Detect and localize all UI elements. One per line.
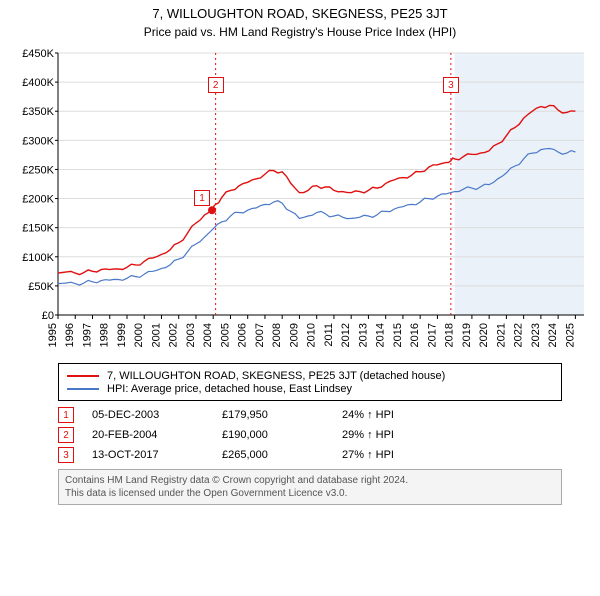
svg-text:1996: 1996 [64, 323, 76, 347]
sale-date: 20-FEB-2004 [92, 429, 222, 441]
svg-text:2000: 2000 [133, 323, 145, 347]
svg-text:2024: 2024 [547, 323, 559, 347]
sale-price: £190,000 [222, 429, 342, 441]
sales-table: 1 05-DEC-2003£179,95024% ↑ HPI 2 20-FEB-200… [58, 407, 562, 463]
page-subtitle: Price paid vs. HM Land Registry's House … [0, 25, 600, 39]
svg-text:£50K: £50K [28, 281, 54, 293]
svg-text:£350K: £350K [22, 106, 54, 118]
legend-label: HPI: Average price, detached house, East… [107, 383, 352, 395]
svg-text:2005: 2005 [219, 323, 231, 347]
sale-date: 05-DEC-2003 [92, 409, 222, 421]
svg-text:2011: 2011 [323, 323, 335, 347]
sale-row: 3 13-OCT-2017£265,00027% ↑ HPI [58, 447, 562, 463]
svg-text:2022: 2022 [513, 323, 525, 347]
legend-swatch [67, 375, 99, 377]
sale-price: £179,950 [222, 409, 342, 421]
legend: 7, WILLOUGHTON ROAD, SKEGNESS, PE25 3JT … [58, 363, 562, 401]
svg-text:2007: 2007 [254, 323, 266, 347]
sale-marker-1: 1 [194, 190, 210, 206]
svg-text:2025: 2025 [564, 323, 576, 347]
svg-text:2015: 2015 [392, 323, 404, 347]
svg-text:2014: 2014 [375, 323, 387, 347]
svg-text:2019: 2019 [461, 323, 473, 347]
svg-text:2010: 2010 [306, 323, 318, 347]
svg-text:2021: 2021 [495, 323, 507, 347]
svg-text:2017: 2017 [426, 323, 438, 347]
sale-diff: 29% ↑ HPI [342, 429, 394, 441]
sale-price: £265,000 [222, 449, 342, 461]
page-title: 7, WILLOUGHTON ROAD, SKEGNESS, PE25 3JT [0, 6, 600, 21]
sale-row: 2 20-FEB-2004£190,00029% ↑ HPI [58, 427, 562, 443]
svg-text:2012: 2012 [340, 323, 352, 347]
sale-marker-badge: 1 [58, 407, 74, 423]
svg-text:2023: 2023 [530, 323, 542, 347]
svg-text:2009: 2009 [288, 323, 300, 347]
svg-text:£450K: £450K [22, 48, 54, 60]
attribution-box: Contains HM Land Registry data © Crown c… [58, 469, 562, 505]
svg-text:2016: 2016 [409, 323, 421, 347]
sale-row: 1 05-DEC-2003£179,95024% ↑ HPI [58, 407, 562, 423]
legend-item: 7, WILLOUGHTON ROAD, SKEGNESS, PE25 3JT … [67, 370, 553, 382]
svg-text:2013: 2013 [357, 323, 369, 347]
svg-text:£150K: £150K [22, 223, 54, 235]
sale-marker-badge: 2 [58, 427, 74, 443]
svg-text:2003: 2003 [185, 323, 197, 347]
attribution-line: This data is licensed under the Open Gov… [65, 487, 555, 500]
sale-date: 13-OCT-2017 [92, 449, 222, 461]
svg-text:£400K: £400K [22, 77, 54, 89]
svg-text:£0: £0 [42, 310, 54, 322]
svg-text:1999: 1999 [116, 323, 128, 347]
svg-text:2008: 2008 [271, 323, 283, 347]
svg-text:2002: 2002 [168, 323, 180, 347]
svg-text:2018: 2018 [444, 323, 456, 347]
svg-text:1997: 1997 [81, 323, 93, 347]
legend-label: 7, WILLOUGHTON ROAD, SKEGNESS, PE25 3JT … [107, 370, 445, 382]
svg-text:£250K: £250K [22, 164, 54, 176]
svg-text:2020: 2020 [478, 323, 490, 347]
chart-container: £0 £50K £100K £150K £200K £250K £300K £350K £400… [8, 47, 592, 359]
sale-marker-badge: 3 [58, 447, 74, 463]
legend-swatch [67, 388, 99, 390]
sale-marker-2: 2 [208, 77, 224, 93]
legend-item: HPI: Average price, detached house, East… [67, 383, 553, 395]
sale-diff: 24% ↑ HPI [342, 409, 394, 421]
sale-diff: 27% ↑ HPI [342, 449, 394, 461]
svg-text:2006: 2006 [237, 323, 249, 347]
svg-text:1995: 1995 [47, 323, 59, 347]
attribution-line: Contains HM Land Registry data © Crown c… [65, 474, 555, 487]
svg-text:2004: 2004 [202, 323, 214, 347]
svg-text:2001: 2001 [150, 323, 162, 347]
svg-text:1998: 1998 [99, 323, 111, 347]
svg-text:£300K: £300K [22, 135, 54, 147]
svg-text:£200K: £200K [22, 194, 54, 206]
sale-marker-3: 3 [443, 77, 459, 93]
price-chart: £0 £50K £100K £150K £200K £250K £300K £350K £400… [8, 47, 592, 359]
svg-text:£100K: £100K [22, 252, 54, 264]
